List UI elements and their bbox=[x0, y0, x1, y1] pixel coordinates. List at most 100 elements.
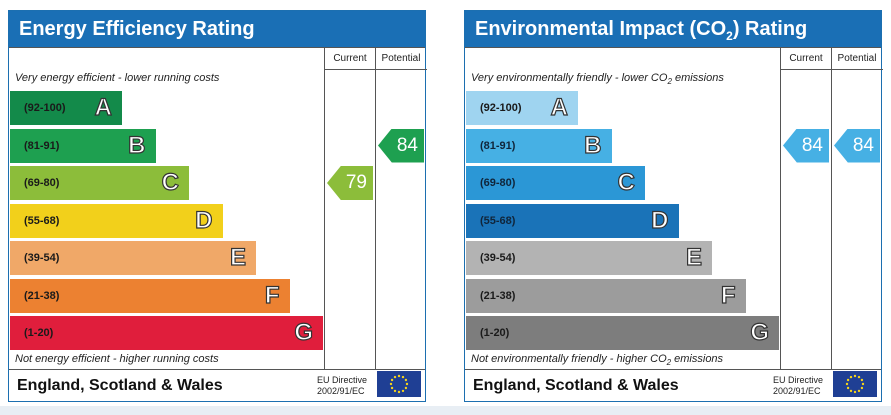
energy-efficiency-panel: Energy Efficiency Rating (92-100) A (81-91… bbox=[8, 10, 427, 402]
band-f: (21-38) F bbox=[10, 278, 290, 313]
band-range-label: (55-68) bbox=[480, 214, 516, 227]
bottom-strip bbox=[0, 406, 891, 415]
band-letter: G bbox=[294, 318, 314, 346]
title-tail: ) Rating bbox=[732, 18, 808, 40]
grid-line bbox=[781, 69, 883, 70]
bottom-note-text: Not environmentally friendly - higher CO bbox=[471, 353, 667, 365]
band-range-label: (39-54) bbox=[480, 252, 516, 264]
band-g: (1-20) G bbox=[10, 316, 323, 350]
band-letter: F bbox=[720, 281, 736, 309]
eu-star bbox=[393, 389, 397, 393]
band-b: (81-91) B bbox=[10, 128, 156, 163]
eu-star bbox=[853, 390, 857, 394]
band-range-label: (81-91) bbox=[24, 139, 60, 152]
band-range-label: (69-80) bbox=[24, 177, 60, 189]
band-letter: G bbox=[750, 318, 770, 346]
footer-country: England, Scotland & Wales bbox=[17, 377, 223, 394]
band-d: (55-68) D bbox=[466, 203, 679, 238]
band-c: (69-80) C bbox=[10, 166, 189, 200]
band-letter: D bbox=[195, 206, 214, 234]
directive-line1: EU Directive bbox=[773, 375, 824, 385]
band-letter: B bbox=[584, 131, 603, 159]
eu-flag-icon bbox=[377, 371, 421, 397]
top-note-tail: emissions bbox=[671, 72, 724, 84]
eu-star bbox=[404, 378, 408, 382]
grid-line bbox=[9, 47, 425, 48]
band-c: (69-80) C bbox=[466, 166, 645, 200]
title-subscript: 2 bbox=[726, 29, 733, 43]
eu-star bbox=[405, 382, 409, 386]
band-range-label: (55-68) bbox=[24, 214, 60, 227]
footer-country: England, Scotland & Wales bbox=[473, 377, 679, 394]
grid-line bbox=[325, 69, 427, 70]
current-header: Current bbox=[789, 53, 823, 64]
band-e: (39-54) E bbox=[10, 241, 256, 275]
band-a: (92-100) A bbox=[10, 91, 122, 125]
eu-directive-text: EU Directive 2002/91/EC bbox=[317, 375, 367, 397]
grid-line bbox=[9, 369, 425, 370]
top-note: Very energy efficient - lower running co… bbox=[15, 72, 220, 84]
eu-star bbox=[857, 389, 861, 393]
eu-star bbox=[845, 382, 849, 386]
eu-star bbox=[401, 389, 405, 393]
grid-line bbox=[465, 47, 881, 48]
eu-star bbox=[393, 375, 397, 379]
band-range-label: (69-80) bbox=[480, 177, 516, 189]
band-range-label: (1-20) bbox=[24, 327, 54, 339]
bottom-note-subscript: 2 bbox=[666, 358, 672, 368]
eu-star bbox=[860, 378, 864, 382]
bottom-note: Not energy efficient - higher running co… bbox=[15, 353, 219, 365]
eu-star bbox=[404, 386, 408, 390]
band-range-label: (92-100) bbox=[480, 102, 522, 114]
title-text: Environmental Impact (CO bbox=[475, 18, 727, 40]
grid-line bbox=[465, 369, 881, 370]
current-rating-arrow: 79 bbox=[327, 166, 373, 200]
band-g: (1-20) G bbox=[466, 316, 779, 350]
bottom-note-tail: emissions bbox=[671, 353, 724, 365]
potential-rating-arrow: 84 bbox=[378, 128, 424, 163]
current-rating-arrow: 84 bbox=[783, 128, 829, 163]
eu-star bbox=[397, 374, 401, 378]
top-note-text: Very environmentally friendly - lower CO bbox=[471, 72, 668, 84]
eu-star bbox=[401, 375, 405, 379]
directive-line1: EU Directive bbox=[317, 375, 368, 385]
potential-header: Potential bbox=[381, 53, 421, 64]
eu-star bbox=[853, 374, 857, 378]
band-letter: A bbox=[550, 93, 569, 121]
band-b: (81-91) B bbox=[466, 128, 612, 163]
directive-line2: 2002/91/EC bbox=[773, 386, 821, 396]
band-range-label: (21-38) bbox=[24, 289, 60, 302]
eu-star bbox=[390, 378, 394, 382]
panel-title: Energy Efficiency Rating bbox=[9, 11, 425, 47]
band-e: (39-54) E bbox=[466, 241, 712, 275]
band-range-label: (1-20) bbox=[480, 327, 510, 339]
band-d: (55-68) D bbox=[10, 203, 223, 238]
eu-star bbox=[846, 378, 850, 382]
directive-line2: 2002/91/EC bbox=[317, 386, 365, 396]
eu-star bbox=[860, 386, 864, 390]
eu-directive-text: EU Directive 2002/91/EC bbox=[773, 375, 823, 397]
top-note: Very environmentally friendly - lower CO… bbox=[471, 72, 724, 86]
bottom-note: Not environmentally friendly - higher CO… bbox=[471, 353, 723, 367]
potential-rating-arrow: 84 bbox=[834, 128, 880, 163]
eu-star bbox=[390, 386, 394, 390]
band-letter: A bbox=[94, 93, 113, 121]
eu-star bbox=[861, 382, 865, 386]
band-letter: C bbox=[161, 168, 180, 196]
eu-star bbox=[397, 390, 401, 394]
band-letter: E bbox=[685, 243, 702, 271]
panel-title: Environmental Impact (CO2) Rating bbox=[465, 11, 881, 47]
band-range-label: (92-100) bbox=[24, 102, 66, 114]
band-letter: C bbox=[617, 168, 636, 196]
band-letter: B bbox=[128, 131, 147, 159]
grid-line bbox=[324, 47, 325, 369]
top-note-subscript: 2 bbox=[667, 77, 672, 87]
grid-line bbox=[831, 47, 832, 369]
eu-star bbox=[389, 382, 393, 386]
band-a: (92-100) A bbox=[466, 91, 578, 125]
band-range-label: (81-91) bbox=[480, 139, 516, 152]
band-letter: E bbox=[229, 243, 246, 271]
band-letter: D bbox=[651, 206, 670, 234]
environmental-impact-panel: Environmental Impact (CO2) Rating (92-10… bbox=[464, 10, 883, 402]
grid-line bbox=[375, 47, 376, 369]
